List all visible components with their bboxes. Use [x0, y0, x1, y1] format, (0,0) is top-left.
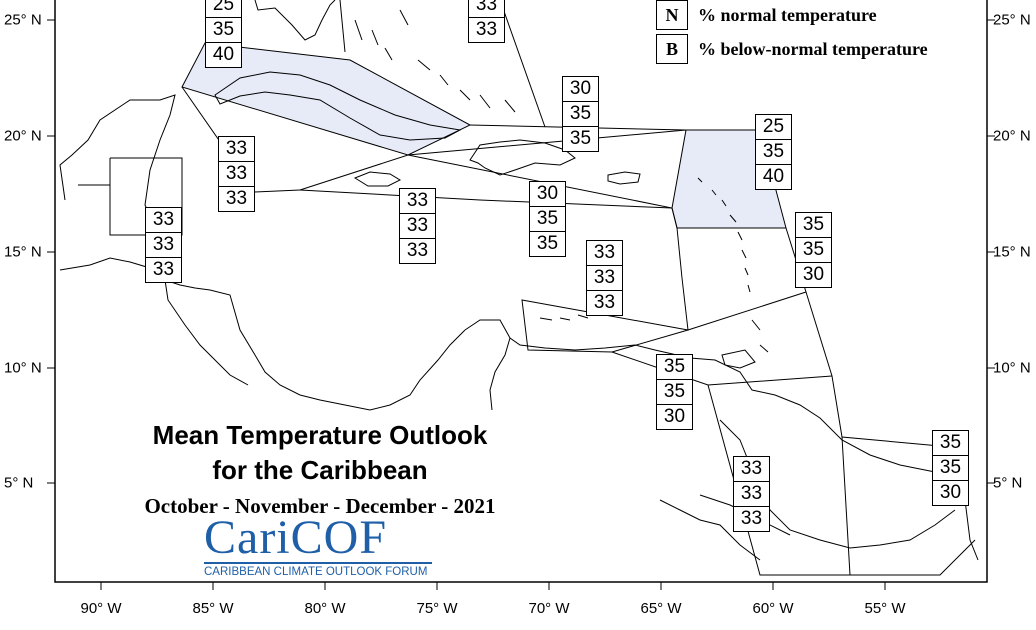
lat-label-10n-left: 10° N — [4, 359, 42, 377]
legend-label-normal: % normal temperature — [698, 4, 877, 25]
prob-normal: 33 — [734, 481, 769, 506]
prob-below: 40 — [756, 164, 791, 189]
region-belize: 33 33 33 — [145, 207, 182, 283]
prob-below: 30 — [933, 480, 968, 505]
lat-label-20n-left: 20° N — [4, 127, 42, 145]
region-hispaniola: 30 35 35 — [562, 76, 599, 152]
prob-normal: 35 — [657, 379, 692, 404]
region-jamaica: 33 33 33 — [399, 188, 436, 264]
prob-below: 33 — [734, 506, 769, 531]
logo-rule — [204, 562, 432, 564]
prob-above: 25 — [762, 116, 785, 137]
region-windwards: 35 35 30 — [795, 212, 832, 288]
lon-label-70w: 70° W — [528, 600, 570, 617]
caricof-logo: CariCOF — [204, 511, 388, 564]
lat-label-25n-left: 25° N — [4, 11, 42, 29]
legend-label-below: % below-normal temperature — [698, 38, 928, 59]
prob-normal: 35 — [563, 101, 598, 126]
prob-below: 33 — [146, 257, 181, 282]
prob-above: 33 — [593, 242, 616, 263]
region-suriname: 35 35 30 — [932, 430, 969, 506]
prob-below: 33 — [400, 238, 435, 263]
prob-above: 30 — [536, 183, 559, 204]
region-puerto-rico: 30 35 35 — [529, 181, 566, 257]
prob-normal: 33 — [219, 161, 254, 186]
map-title-line2: for the Caribbean — [212, 455, 428, 485]
map-season: October - November - December - 2021 — [144, 494, 496, 518]
prob-above: 33 — [225, 138, 248, 159]
prob-normal: 33 — [587, 265, 622, 290]
legend-below: B % below-normal temperature — [656, 34, 928, 64]
legend-key-below: B — [656, 34, 688, 64]
lat-label-10n-right: 10° N — [993, 359, 1031, 377]
prob-above: 33 — [740, 458, 763, 479]
legend-key-normal: N — [656, 0, 688, 30]
prob-above: 35 — [663, 356, 686, 377]
prob-normal: 33 — [400, 213, 435, 238]
lon-label-75w: 75° W — [416, 600, 458, 617]
lat-label-5n-right: 5° N — [993, 474, 1023, 492]
prob-above: 33 — [406, 190, 429, 211]
lat-label-5n-left: 5° N — [4, 474, 34, 492]
region-bahamas-north: 25 35 40 — [205, 0, 242, 68]
prob-above: 25 — [212, 0, 235, 15]
region-bahamas-highlight — [181, 42, 472, 156]
prob-below: 35 — [563, 126, 598, 151]
region-turks-caicos: 33 33 — [468, 0, 505, 43]
prob-normal: 33 — [146, 232, 181, 257]
prob-below: 33 — [469, 17, 504, 42]
prob-normal: 35 — [530, 206, 565, 231]
lon-label-60w: 60° W — [752, 600, 794, 617]
lon-label-65w: 65° W — [640, 600, 682, 617]
lat-label-25n-right: 25° N — [993, 11, 1031, 29]
prob-above: 30 — [569, 78, 592, 99]
axis-ticks — [47, 19, 995, 590]
region-abc-islands: 33 33 33 — [586, 240, 623, 316]
caricof-logo-subtitle: CARIBBEAN CLIMATE OUTLOOK FORUM — [204, 566, 428, 578]
prob-normal: 35 — [206, 17, 241, 42]
map-frame — [54, 0, 988, 583]
prob-below: 33 — [587, 290, 622, 315]
prob-below: 35 — [530, 231, 565, 256]
region-boundaries — [78, 0, 976, 576]
prob-normal: 35 — [796, 237, 831, 262]
lon-label-80w: 80° W — [304, 600, 346, 617]
lat-label-20n-right: 20° N — [993, 127, 1031, 145]
map-title-line1: Mean Temperature Outlook — [152, 420, 488, 450]
lat-label-15n-left: 15° N — [4, 243, 42, 261]
prob-below: 40 — [206, 42, 241, 67]
prob-below: 33 — [219, 186, 254, 211]
prob-above: 33 — [152, 209, 175, 230]
prob-above: 35 — [802, 214, 825, 235]
lon-label-85w: 85° W — [192, 600, 234, 617]
prob-normal: 33 — [475, 0, 498, 15]
region-trinidad: 35 35 30 — [656, 354, 693, 430]
prob-below: 30 — [796, 262, 831, 287]
lat-label-15n-right: 15° N — [993, 243, 1031, 261]
lon-label-55w: 55° W — [864, 600, 906, 617]
region-northern-leewards: 25 35 40 — [755, 114, 792, 190]
prob-normal: 35 — [933, 455, 968, 480]
region-guyana: 33 33 33 — [733, 456, 770, 532]
lon-label-90w: 90° W — [80, 600, 122, 617]
prob-above: 35 — [939, 432, 962, 453]
prob-normal: 35 — [756, 139, 791, 164]
legend-normal: N % normal temperature — [656, 0, 877, 30]
prob-below: 30 — [657, 404, 692, 429]
region-yucatan: 33 33 33 — [218, 136, 255, 212]
